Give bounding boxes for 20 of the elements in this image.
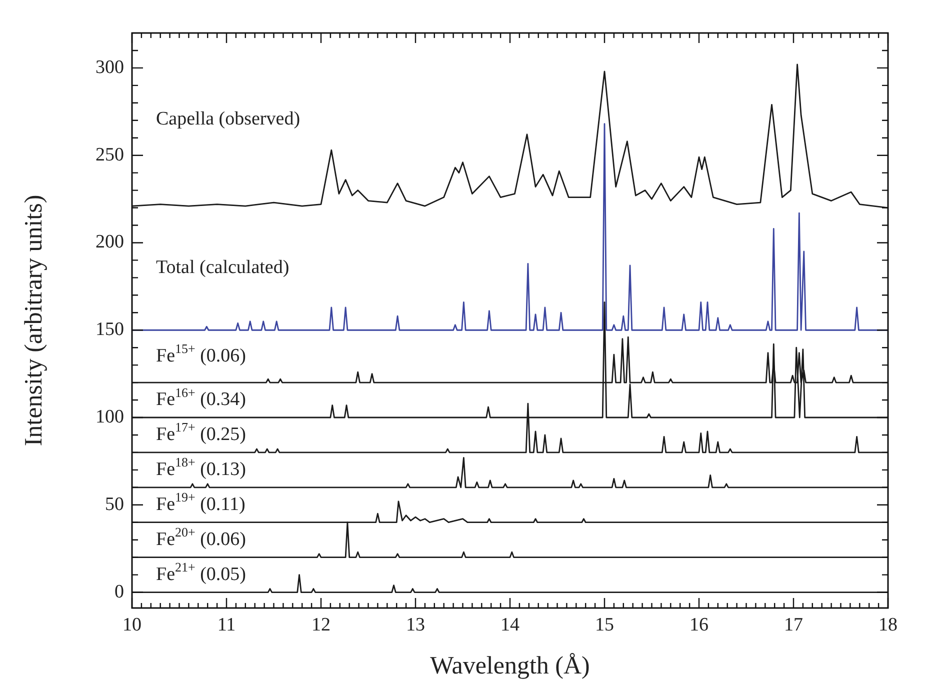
x-tick-label: 14	[500, 614, 520, 636]
series-label: Capella (observed)	[156, 108, 300, 130]
x-tick-label: 11	[217, 614, 236, 636]
y-axis-title: Intensity (arbitrary units)	[20, 194, 48, 446]
x-tick-label: 15	[595, 614, 614, 636]
x-tick-label: 13	[406, 614, 425, 636]
y-tick-label: 50	[105, 494, 124, 515]
x-tick-label: 18	[878, 614, 898, 636]
x-tick-label: 10	[122, 614, 142, 636]
x-tick-label: 17	[784, 614, 803, 636]
x-tick-label: 12	[312, 614, 330, 636]
text: Total (calculated)	[156, 257, 290, 278]
y-tick-label: 200	[96, 232, 124, 253]
y-tick-label: 300	[96, 56, 124, 78]
y-tick-label: 0	[114, 581, 124, 602]
y-tick-label: 250	[96, 144, 124, 166]
y-tick-label: 100	[96, 406, 124, 428]
x-axis-title: Wavelength (Å)	[430, 652, 590, 680]
y-tick-label: 150	[96, 319, 124, 340]
x-tick-label: 16	[690, 614, 708, 636]
